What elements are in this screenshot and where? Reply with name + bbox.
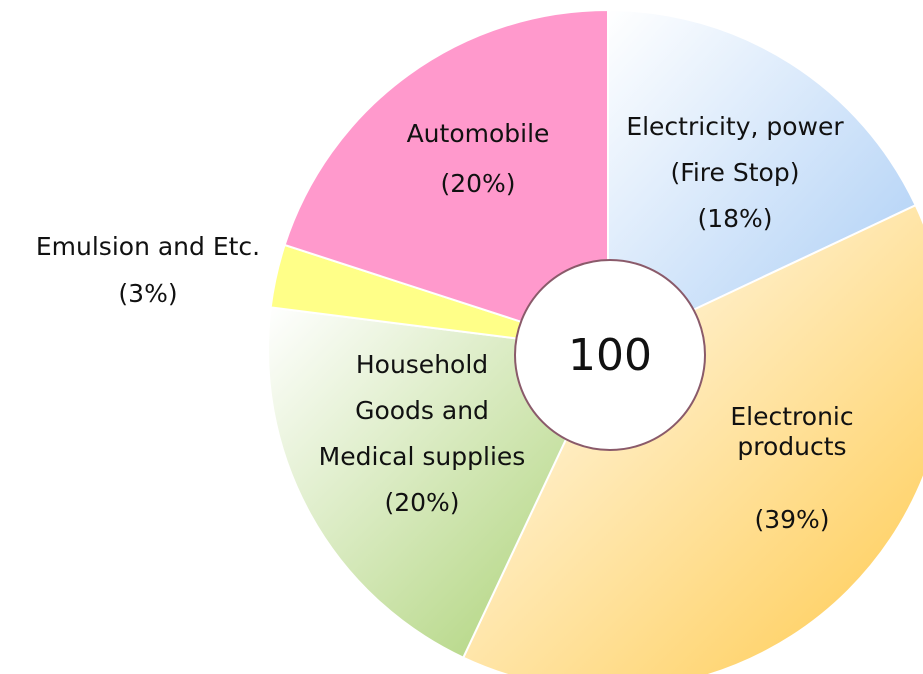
slice-label: Emulsion and Etc. — [36, 232, 260, 261]
slice-label: Automobile — [407, 119, 550, 148]
value-label: (20%) — [440, 169, 515, 198]
center-circle — [514, 259, 706, 451]
slice — [283, 8, 609, 352]
slice-label: Household Goods and Medical supplies — [319, 350, 526, 471]
value-label: (20%) — [384, 488, 459, 517]
labels: Electricity, power (Fire Stop) (18%) Electr… — [36, 112, 854, 534]
slice-label: Electricity, power (Fire Stop) — [626, 112, 844, 187]
slice-label: Electronic products — [730, 402, 853, 461]
value-label: (3%) — [118, 279, 177, 308]
center-label: 100 — [568, 330, 652, 381]
slice — [461, 203, 923, 674]
value-label: (18%) — [697, 204, 772, 233]
slice — [607, 8, 917, 352]
value-label: (39%) — [754, 505, 829, 534]
